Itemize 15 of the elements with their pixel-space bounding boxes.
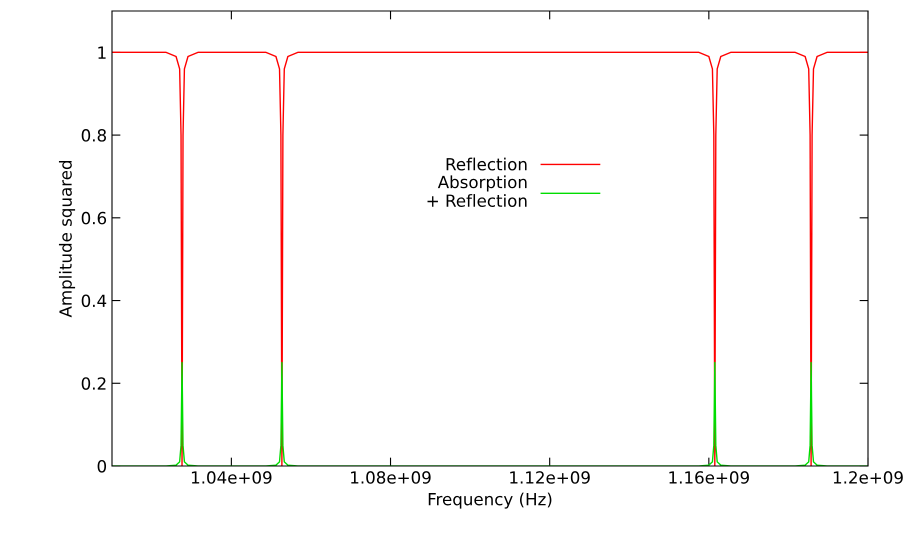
x-tick-label: 1.04e+09 bbox=[192, 471, 272, 484]
y-tick-label: 0.6 bbox=[82, 212, 106, 224]
y-tick-label: 0.2 bbox=[82, 377, 106, 390]
y-axis-title: Amplitude squared bbox=[58, 160, 76, 318]
y-tick-label: 0 bbox=[98, 460, 106, 473]
x-tick-label: 1.08e+09 bbox=[351, 471, 431, 484]
legend-label: Reflection bbox=[446, 158, 527, 171]
y-tick-label: 0.4 bbox=[82, 294, 106, 308]
x-axis-title: Frequency (Hz) bbox=[428, 492, 552, 509]
x-tick-label: 1.12e+09 bbox=[510, 471, 590, 484]
x-tick-label: 1.2e+09 bbox=[834, 471, 903, 484]
legend-label: Absorption + Reflection bbox=[428, 175, 527, 207]
y-tick-label: 0.8 bbox=[82, 129, 106, 142]
y-tick-label: 1 bbox=[98, 46, 106, 59]
x-tick-label: 1.16e+09 bbox=[669, 471, 749, 484]
